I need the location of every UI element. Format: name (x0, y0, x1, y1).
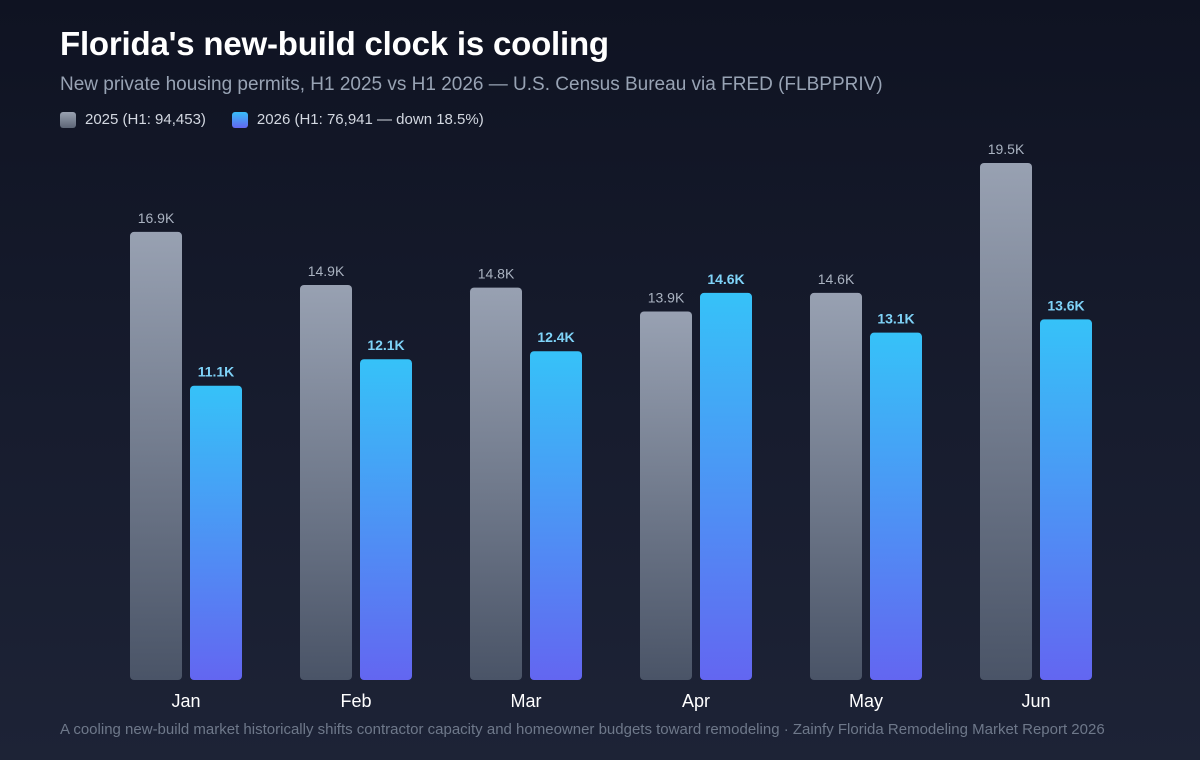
legend-swatch-2026 (231, 111, 248, 128)
bar-2025-apr (640, 311, 692, 680)
legend-swatch-2025 (60, 111, 76, 128)
bar-2026-mar (530, 351, 582, 680)
data-label-2026-jan: 11.1K (198, 364, 235, 380)
legend-label-2025: 2025 (H1: 94,453) (85, 111, 206, 128)
chart-title: Florida's new-build clock is cooling (60, 25, 609, 62)
bar-2025-jun (980, 163, 1032, 680)
data-label-2026-may: 13.1K (877, 311, 914, 327)
x-tick-apr: Apr (682, 691, 710, 711)
bar-2026-jan (190, 385, 242, 680)
x-tick-may: May (849, 691, 883, 711)
legend-item-2026: 2026 (H1: 76,941 — down 18.5%) (231, 111, 484, 128)
bar-2026-jun (1040, 319, 1092, 680)
legend-label-2026: 2026 (H1: 76,941 — down 18.5%) (256, 111, 484, 128)
data-label-2025-jun: 19.5K (988, 141, 1025, 157)
chart-subtitle: New private housing permits, H1 2025 vs … (60, 74, 883, 95)
bar-2026-may (870, 332, 922, 680)
data-label-2025-jan: 16.9K (138, 210, 175, 226)
x-tick-jan: Jan (171, 691, 200, 711)
bar-2025-mar (470, 287, 522, 680)
bar-2025-may (810, 292, 862, 680)
data-label-2025-apr: 13.9K (648, 289, 685, 305)
legend: 2025 (H1: 94,453) 2026 (H1: 76,941 — dow… (60, 111, 510, 128)
x-tick-feb: Feb (340, 691, 371, 711)
data-label-2026-mar: 12.4K (537, 329, 574, 345)
chart-footnote: A cooling new-build market historically … (60, 721, 1105, 738)
bars-group: 16.9K 11.1K Jan 14.9K 12.1K Feb 14.8K 12.4K Mar 1… (130, 141, 1092, 711)
data-label-2026-apr: 14.6K (707, 271, 744, 287)
bar-2026-feb (360, 359, 412, 680)
bar-2025-feb (300, 284, 352, 680)
data-label-2026-jun: 13.6K (1047, 297, 1084, 313)
data-label-2025-may: 14.6K (818, 271, 855, 287)
x-tick-jun: Jun (1021, 691, 1050, 711)
data-label-2025-mar: 14.8K (478, 266, 515, 282)
legend-item-2025: 2025 (H1: 94,453) (60, 111, 206, 128)
bar-2026-apr (700, 292, 752, 680)
data-label-2026-feb: 12.1K (367, 337, 404, 353)
bar-2025-jan (130, 231, 182, 680)
x-tick-mar: Mar (511, 691, 542, 711)
data-label-2025-feb: 14.9K (308, 263, 345, 279)
